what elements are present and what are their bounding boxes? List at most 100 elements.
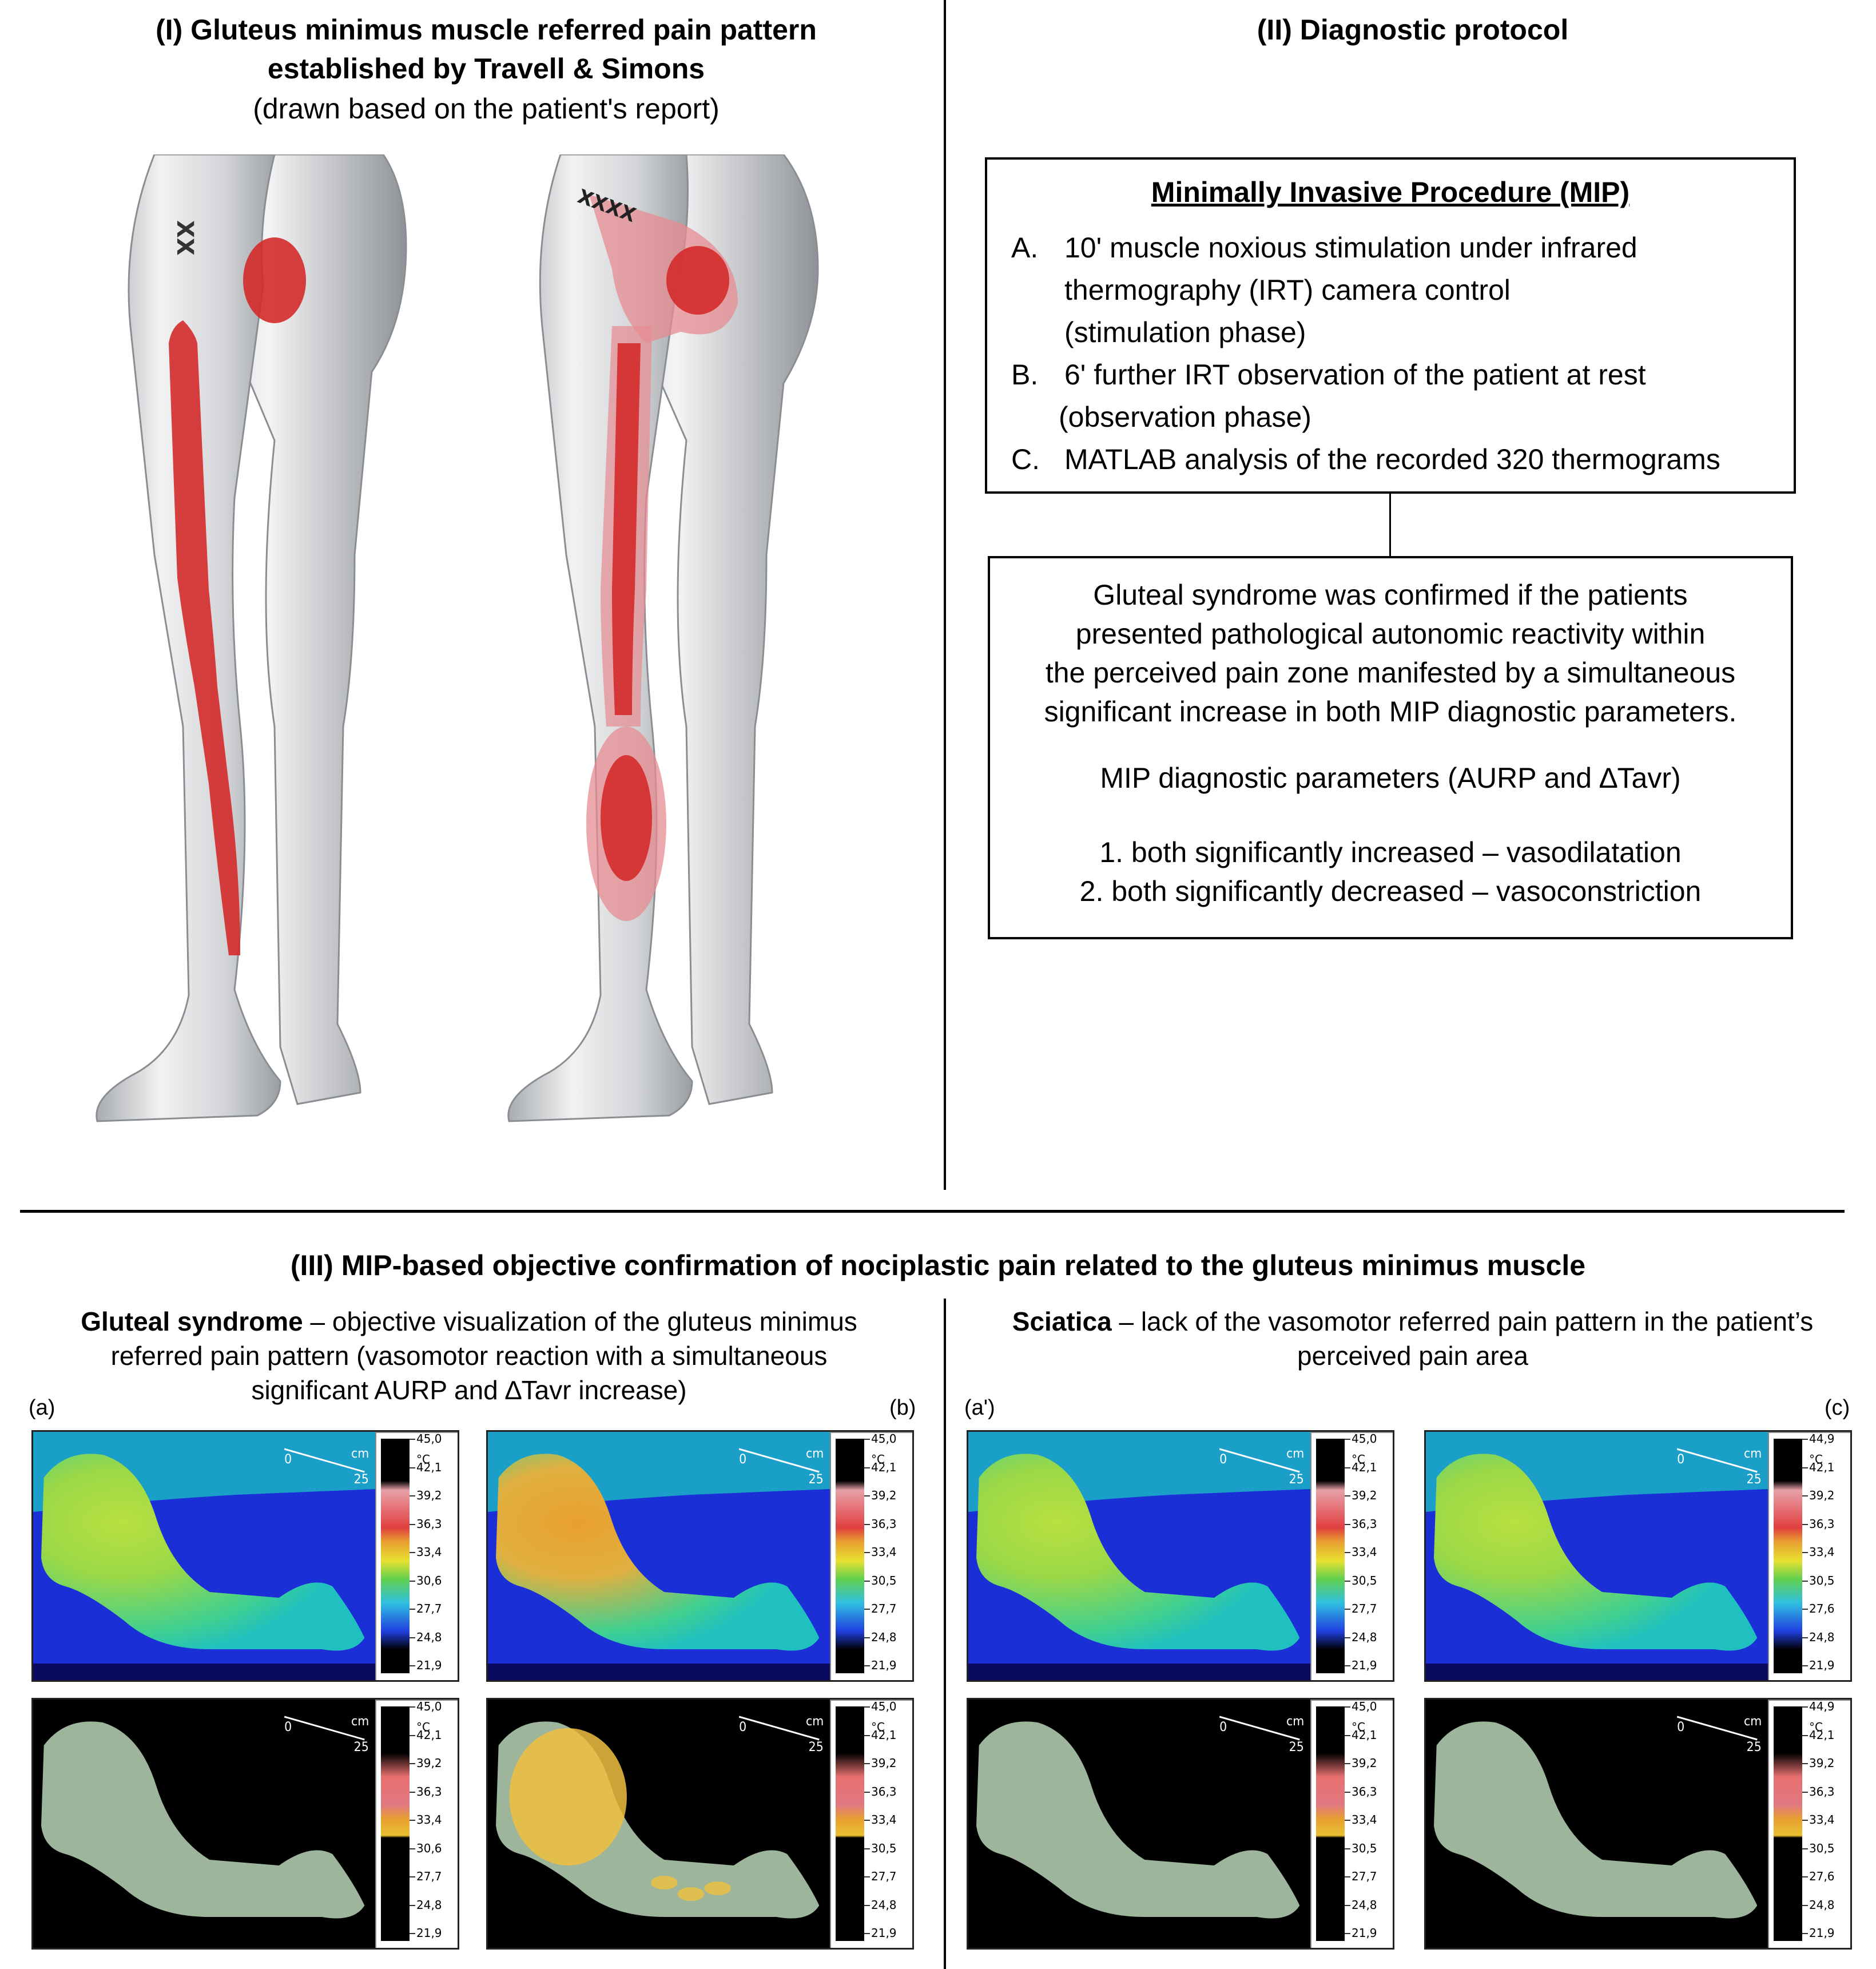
scale-unit: °C xyxy=(1809,1452,1823,1466)
scale-value: 24,8 xyxy=(416,1897,442,1912)
label-b: (b) xyxy=(889,1396,916,1420)
scale-value: 33,4 xyxy=(1352,1813,1377,1827)
param-item-2: 2. both significantly decreased – vasoco… xyxy=(1079,875,1702,907)
scale-tick xyxy=(1345,1848,1350,1849)
left-caption-line3: significant AURP and ∆Tavr increase) xyxy=(251,1375,687,1405)
thermogram-a-prime-bottom: 0 cm 25 45,0 42,1 39,2 36,3 33,4 30,5 27,7 24,8 21,… xyxy=(967,1698,1394,1950)
scale-unit: °C xyxy=(871,1720,885,1734)
scale-bar xyxy=(284,1716,365,1741)
scale-tick xyxy=(864,1876,870,1877)
thermogram-image-a-prime-bottom: 0 cm 25 xyxy=(976,1714,1304,1919)
scale-value: 42,1 xyxy=(1352,1728,1377,1742)
scale-tick xyxy=(1345,1706,1350,1708)
scale-tick xyxy=(864,1439,870,1440)
scale-value: 42,1 xyxy=(871,1460,897,1474)
scale-label-0: 0 xyxy=(1677,1452,1684,1467)
mip-step-b-letter: B. xyxy=(1011,359,1039,391)
color-bar xyxy=(1774,1439,1802,1673)
color-scale-a-top: 45,0 42,1 39,2 36,3 33,4 30,6 27,7 24,8 21,9 °C xyxy=(375,1432,458,1680)
scale-bar xyxy=(1676,1448,1758,1473)
scale-value: 45,0 xyxy=(871,1700,897,1713)
scale-value: 36,3 xyxy=(416,1517,442,1531)
scale-tick xyxy=(864,1904,870,1906)
scale-tick xyxy=(1345,1439,1350,1440)
hot-spot xyxy=(677,1887,705,1901)
scale-tick xyxy=(410,1467,415,1468)
scale-unit: °C xyxy=(1809,1720,1823,1734)
scale-unit: °C xyxy=(1352,1720,1365,1734)
scale-value: 30,6 xyxy=(416,1841,442,1855)
scale-value: 42,1 xyxy=(1352,1460,1377,1474)
scale-value: 36,3 xyxy=(1352,1784,1377,1799)
scale-tick xyxy=(864,1523,870,1525)
scale-tick xyxy=(864,1637,870,1638)
scale-label-0: 0 xyxy=(1219,1452,1227,1467)
scale-tick xyxy=(1345,1876,1350,1877)
leg-silhouette xyxy=(976,1454,1300,1651)
scale-label-25: 25 xyxy=(1747,1740,1762,1754)
scale-value: 21,9 xyxy=(416,1658,442,1672)
color-bar xyxy=(836,1439,864,1673)
scale-tick xyxy=(410,1706,415,1708)
scale-tick xyxy=(410,1820,415,1821)
floor-dark xyxy=(488,1664,830,1680)
bottom-divider-vertical xyxy=(944,1299,946,1969)
floor-dark xyxy=(33,1664,375,1680)
scale-tick xyxy=(1345,1665,1350,1666)
trigger-point-mark-left: XX xyxy=(172,220,198,256)
scale-label-cm: cm xyxy=(1286,1714,1304,1729)
scale-unit: °C xyxy=(871,1452,885,1466)
scale-label-25: 25 xyxy=(809,1472,824,1487)
scale-value: 33,4 xyxy=(1809,1813,1835,1827)
scale-tick xyxy=(864,1734,870,1736)
scale-tick xyxy=(864,1552,870,1553)
scale-tick xyxy=(410,1734,415,1736)
scale-value: 27,7 xyxy=(1352,1869,1377,1883)
panel3-title: (III) MIP-based objective confirmation o… xyxy=(290,1249,1586,1281)
scale-tick xyxy=(410,1791,415,1793)
scale-value: 33,4 xyxy=(871,1545,897,1559)
scale-tick xyxy=(864,1609,870,1610)
label-c: (c) xyxy=(1825,1396,1850,1420)
scale-value: 21,9 xyxy=(1809,1658,1835,1672)
scale-tick xyxy=(1345,1904,1350,1906)
scale-label-25: 25 xyxy=(354,1740,369,1754)
color-bar xyxy=(1316,1439,1345,1673)
scale-value: 27,7 xyxy=(416,1602,442,1615)
mip-box: Minimally Invasive Procedure (MIP) A. 10… xyxy=(985,157,1796,494)
scale-value: 45,0 xyxy=(871,1432,897,1446)
scale-value: 24,8 xyxy=(1352,1630,1377,1644)
right-caption-line1-text: – lack of the vasomotor referred pain pa… xyxy=(1111,1307,1814,1336)
thermogram-image-c-bottom: 0 cm 25 xyxy=(1434,1714,1762,1919)
scale-label-25: 25 xyxy=(1289,1472,1304,1487)
scale-value: 27,7 xyxy=(871,1869,897,1883)
scale-bar xyxy=(738,1448,820,1473)
vasodilatation-area xyxy=(509,1728,627,1865)
left-caption-line1-text: – objective visualization of the gluteus… xyxy=(303,1307,857,1336)
mip-step-b-line2: (observation phase) xyxy=(1059,401,1311,433)
right-figure: XXXX xyxy=(507,154,819,1122)
scale-tick xyxy=(1345,1552,1350,1553)
scale-value: 45,0 xyxy=(1352,1700,1377,1713)
scale-bar xyxy=(1676,1716,1758,1741)
scale-tick xyxy=(1345,1820,1350,1821)
scale-label-cm: cm xyxy=(351,1714,369,1729)
scale-value: 42,1 xyxy=(1809,1728,1835,1742)
scale-tick xyxy=(1345,1791,1350,1793)
scale-value: 24,8 xyxy=(1809,1630,1835,1644)
scale-value: 27,6 xyxy=(1809,1602,1835,1615)
scale-value: 30,5 xyxy=(1352,1841,1377,1855)
leg-silhouette xyxy=(1434,1454,1758,1651)
panel1-title: (I) Gluteus minimus muscle referred pain… xyxy=(0,10,972,88)
scale-value: 42,1 xyxy=(1809,1460,1835,1474)
scale-tick xyxy=(1802,1706,1808,1708)
scale-value: 42,1 xyxy=(871,1728,897,1742)
scale-bar xyxy=(1219,1448,1300,1473)
scale-label-cm: cm xyxy=(1286,1446,1304,1461)
mip-step-c-line1: MATLAB analysis of the recorded 320 ther… xyxy=(1064,443,1720,475)
scale-tick xyxy=(1802,1933,1808,1934)
scale-value: 24,8 xyxy=(871,1897,897,1912)
color-scale-b-bottom: 45,0 42,1 39,2 36,3 33,4 30,5 27,7 24,8 21,9 °C xyxy=(830,1700,912,1948)
scale-tick xyxy=(1345,1637,1350,1638)
scale-value: 33,4 xyxy=(1809,1545,1835,1559)
